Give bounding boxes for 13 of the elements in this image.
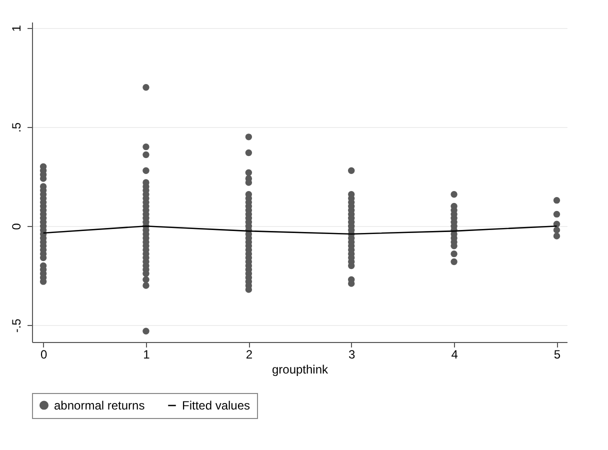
y-tick-label: -.5 [10,318,24,333]
x-tick-label: 2 [246,348,253,362]
x-tick-label: 0 [40,348,48,362]
x-tick-label: 5 [554,348,561,362]
x-axis-title: groupthink [272,362,330,376]
legend-label: abnormal returns [54,398,145,412]
x-tick-label: 3 [348,348,356,362]
legend-label: Fitted values [182,398,250,412]
x-tick-label: 4 [451,348,458,362]
y-tick-label: 0 [10,222,24,230]
x-tick-label: 1 [143,348,150,362]
y-tick-label: .5 [10,122,24,133]
y-tick-label: 1 [10,24,24,32]
